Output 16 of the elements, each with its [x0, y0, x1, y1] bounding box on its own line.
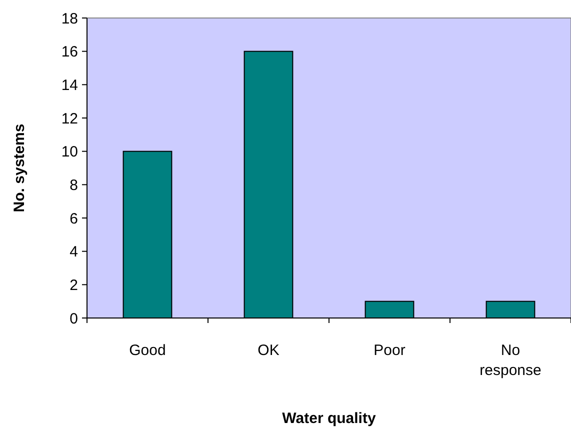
x-axis-title: Water quality — [282, 410, 376, 427]
x-tick-label: Poor — [374, 342, 406, 359]
y-tick-label: 8 — [70, 176, 78, 194]
y-tick-label: 0 — [70, 310, 78, 328]
y-tick-label: 18 — [61, 10, 78, 28]
y-tick-label: 2 — [70, 276, 78, 294]
y-axis-title: No. systems — [11, 124, 28, 212]
y-tick-label: 14 — [61, 76, 78, 94]
y-tick-label: 16 — [61, 44, 78, 61]
x-tick-label: Good — [129, 342, 166, 359]
x-tick-label: No response — [480, 342, 542, 379]
y-tick-label: 10 — [61, 144, 78, 161]
y-tick-label: 12 — [61, 110, 78, 128]
y-tick-label: 4 — [70, 244, 78, 261]
x-tick-label: OK — [258, 342, 280, 359]
y-tick-label: 6 — [70, 210, 78, 228]
